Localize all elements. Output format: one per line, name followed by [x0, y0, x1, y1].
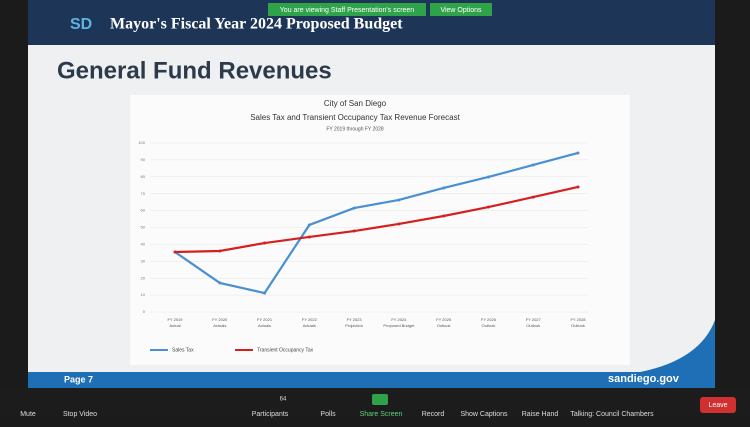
- point: [397, 222, 401, 226]
- x-tick-label: FY 2019 Actual: [167, 317, 183, 328]
- mute[interactable]: Mute: [20, 411, 36, 418]
- slide-heading: General Fund Revenues: [57, 57, 332, 84]
- series-line: [174, 185, 579, 254]
- share-banner: [268, 3, 426, 16]
- point: [442, 186, 446, 190]
- y-tick-label: 40: [141, 241, 146, 246]
- x-tick-label: FY 2022 Actuals: [302, 317, 318, 328]
- chart-area: [130, 95, 630, 365]
- point: [352, 229, 356, 233]
- share-screen[interactable]: Share Screen: [360, 411, 403, 418]
- site: sandiego.gov: [608, 373, 680, 385]
- point: [307, 235, 311, 239]
- y-tick-label: 90: [141, 157, 146, 162]
- slide-header-text: Mayor's Fiscal Year 2024 Proposed Budget: [110, 16, 403, 33]
- legend-label: Sales Tax: [172, 347, 194, 353]
- point: [531, 163, 535, 167]
- point: [263, 241, 267, 245]
- x-tick-label: FY 2023 Projection: [345, 317, 363, 328]
- point: [218, 249, 222, 253]
- point: [442, 214, 446, 218]
- chart-note: FY 2019 through FY 2028: [326, 126, 384, 132]
- captions[interactable]: Show Captions: [460, 411, 508, 418]
- point: [307, 223, 311, 227]
- point: [576, 151, 580, 155]
- leave[interactable]: Leave: [708, 402, 727, 409]
- x-tick-label: FY 2021 Actuals: [257, 317, 273, 328]
- participant-count: 64: [280, 397, 287, 403]
- chart-subtitle: Sales Tax and Transient Occupancy Tax Re…: [250, 113, 460, 122]
- stop-video[interactable]: Stop Video: [63, 411, 97, 418]
- point: [531, 195, 535, 199]
- y-tick-label: 50: [141, 225, 146, 230]
- x-tick-label: FY 2025 Outlook: [436, 317, 452, 328]
- point: [218, 281, 222, 285]
- y-tick-label: 20: [141, 275, 146, 280]
- talking: Talking: Council Chambers: [570, 411, 654, 418]
- x-tick-label: FY 2026 Outlook: [481, 317, 497, 328]
- logo: SD: [70, 16, 92, 33]
- record[interactable]: Record: [422, 411, 445, 418]
- y-tick-label: 100: [138, 140, 145, 145]
- y-tick-label: 10: [141, 292, 146, 297]
- x-tick-label: FY 2027 Outlook: [526, 317, 542, 328]
- view-options[interactable]: [430, 3, 492, 16]
- point: [486, 175, 490, 179]
- y-tick-label: 0: [143, 309, 146, 314]
- x-tick-label: FY 2020 Actuals: [212, 317, 228, 328]
- page-number: Page 7: [64, 374, 93, 384]
- x-tick-label: FY 2028 Outlook: [570, 317, 586, 328]
- point: [576, 185, 580, 189]
- banner-text: You are viewing Staff Presentation's scr…: [280, 7, 415, 14]
- raise-hand[interactable]: Raise Hand: [522, 411, 559, 418]
- point: [263, 291, 267, 295]
- y-tick-label: 80: [141, 174, 146, 179]
- chart-title: City of San Diego: [324, 99, 387, 108]
- x-tick-label: FY 2024 Proposed Budget: [383, 317, 415, 328]
- point: [352, 206, 356, 210]
- participants[interactable]: Participants: [252, 411, 289, 418]
- slide-footer: [28, 320, 715, 388]
- y-tick-label: 70: [141, 191, 146, 196]
- leave-button[interactable]: [700, 397, 736, 413]
- polls[interactable]: Polls: [320, 411, 336, 418]
- point: [397, 198, 401, 202]
- y-tick-label: 30: [141, 258, 146, 263]
- legend-label: Transient Occupancy Tax: [257, 347, 314, 353]
- point: [173, 250, 177, 254]
- share-icon[interactable]: [372, 394, 388, 405]
- view-options-text[interactable]: View Options: [440, 7, 482, 14]
- y-tick-label: 60: [141, 208, 146, 213]
- series-line: [174, 151, 579, 295]
- point: [486, 205, 490, 209]
